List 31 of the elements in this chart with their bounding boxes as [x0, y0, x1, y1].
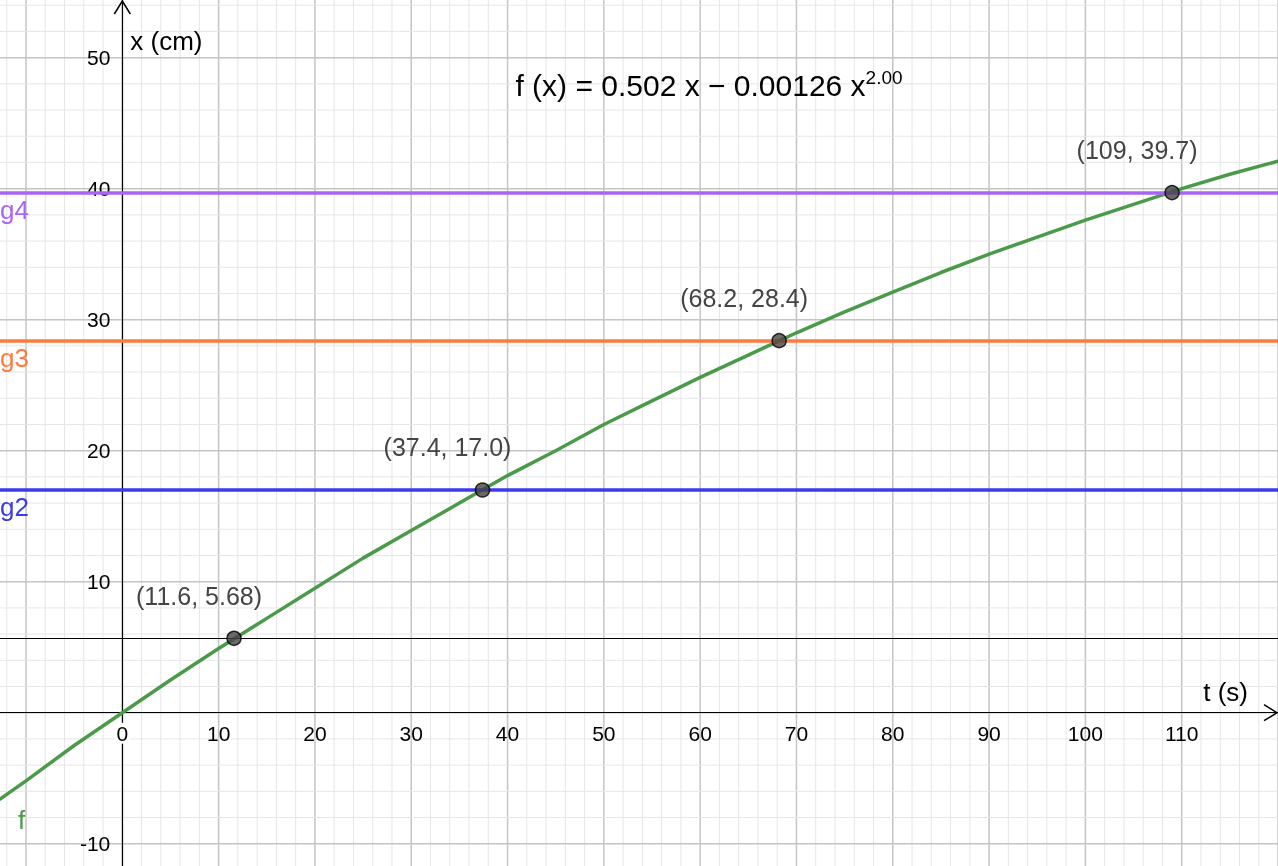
- x-tick-label: 110: [1164, 721, 1199, 745]
- point: [226, 630, 242, 647]
- x-tick-label: 60: [688, 721, 712, 745]
- point: [1164, 184, 1180, 201]
- point: [474, 482, 491, 498]
- annotation: (109, 39.7): [1076, 136, 1198, 165]
- y-tick-label: -10: [79, 832, 111, 856]
- x-tick-label: 30: [399, 721, 423, 745]
- annotation: (11.6, 5.68): [136, 581, 263, 610]
- ref-line-label: g2: [0, 491, 29, 522]
- x-tick-label: 80: [881, 721, 905, 745]
- x-axis-title: t (s): [1203, 676, 1248, 707]
- annotation: (37.4, 17.0): [383, 433, 512, 462]
- x-tick-label: 70: [784, 721, 809, 745]
- y-tick-label: 30: [86, 308, 111, 332]
- y-axis-title: x (cm): [130, 26, 203, 56]
- series-label: f: [18, 805, 26, 836]
- x-tick-label: 90: [977, 721, 1001, 745]
- y-tick-label: 50: [86, 46, 111, 70]
- x-tick-label: 20: [303, 721, 327, 745]
- ref-line-label: g3: [0, 342, 29, 373]
- point: [771, 332, 787, 349]
- y-tick-label: 20: [86, 439, 111, 463]
- x-tick-label: 40: [495, 721, 520, 745]
- x-tick-label: 10: [206, 721, 231, 745]
- ref-line-label: g4: [0, 194, 29, 225]
- y-tick-label: 10: [86, 570, 111, 594]
- x-tick-label: 100: [1067, 721, 1103, 745]
- x-tick-label: 0: [116, 721, 129, 745]
- x-tick-label: 50: [592, 721, 616, 745]
- annotation: (68.2, 28.4): [680, 284, 809, 313]
